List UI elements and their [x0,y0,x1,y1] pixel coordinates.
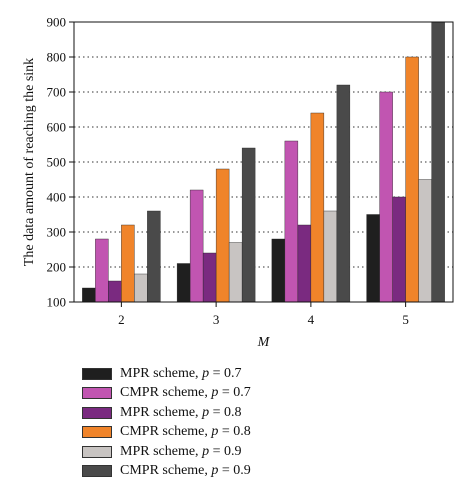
y-tick-label: 900 [47,15,67,30]
bar [405,56,419,303]
legend-item: MPR scheme, p = 0.7 [82,364,251,384]
legend-swatch [82,465,112,478]
bar [202,252,217,303]
bar [134,273,148,303]
y-tick-label: 200 [47,260,67,275]
legend-swatch [82,367,112,380]
y-tick-label: 700 [47,85,67,100]
legend-label: CMPR scheme, p = 0.9 [120,463,251,479]
bar [366,214,380,303]
bar [310,112,325,303]
x-tick-label: 2 [118,312,125,327]
y-tick-label: 600 [47,120,67,135]
legend-swatch [82,426,112,439]
bar [297,224,312,303]
y-tick-label: 400 [47,190,67,205]
bar [271,238,286,303]
x-tick-label: 3 [213,312,220,327]
bar [121,224,135,303]
legend-label: CMPR scheme, p = 0.8 [120,424,251,440]
legend-item: CMPR scheme, p = 0.8 [82,423,251,443]
legend-swatch [82,387,112,400]
bar [228,242,243,303]
legend-label: CMPR scheme, p = 0.7 [120,385,251,401]
legend-item: MPR scheme, p = 0.9 [82,442,251,462]
bar [431,21,445,303]
legend: MPR scheme, p = 0.7 CMPR scheme, p = 0.7 M… [82,364,251,481]
legend-swatch [82,445,112,458]
legend-item: CMPR scheme, p = 0.7 [82,384,251,404]
bar [147,210,161,303]
x-tick-label: 4 [308,312,315,327]
axis-ticks: 100 200 300 400 500 600 700 800 900 2 3 4 5 [47,15,409,328]
bar [215,168,230,303]
legend-label: MPR scheme, p = 0.7 [120,365,242,381]
legend-item: MPR scheme, p = 0.8 [82,403,251,423]
bar [323,210,338,303]
legend-label: MPR scheme, p = 0.8 [120,404,242,420]
bar [108,280,122,303]
bar [379,91,393,303]
bar [241,147,256,303]
bar [392,196,406,303]
bar [284,140,299,303]
y-tick-label: 800 [47,50,67,65]
bar [336,84,351,303]
legend-label: MPR scheme, p = 0.9 [120,443,242,459]
legend-item: CMPR scheme, p = 0.9 [82,462,251,482]
y-tick-label: 500 [47,155,67,170]
bars [82,21,445,303]
bar [176,263,191,303]
x-axis-title: M [257,335,271,350]
bar [418,179,432,303]
grid-lines [74,56,453,268]
y-tick-label: 100 [47,295,67,310]
y-axis-title: The data amount of reaching the sink [22,58,37,266]
bar [82,287,96,303]
x-tick-label: 5 [402,312,409,327]
y-tick-label: 300 [47,225,67,240]
legend-swatch [82,406,112,419]
bar [95,238,109,303]
bar [189,189,204,303]
